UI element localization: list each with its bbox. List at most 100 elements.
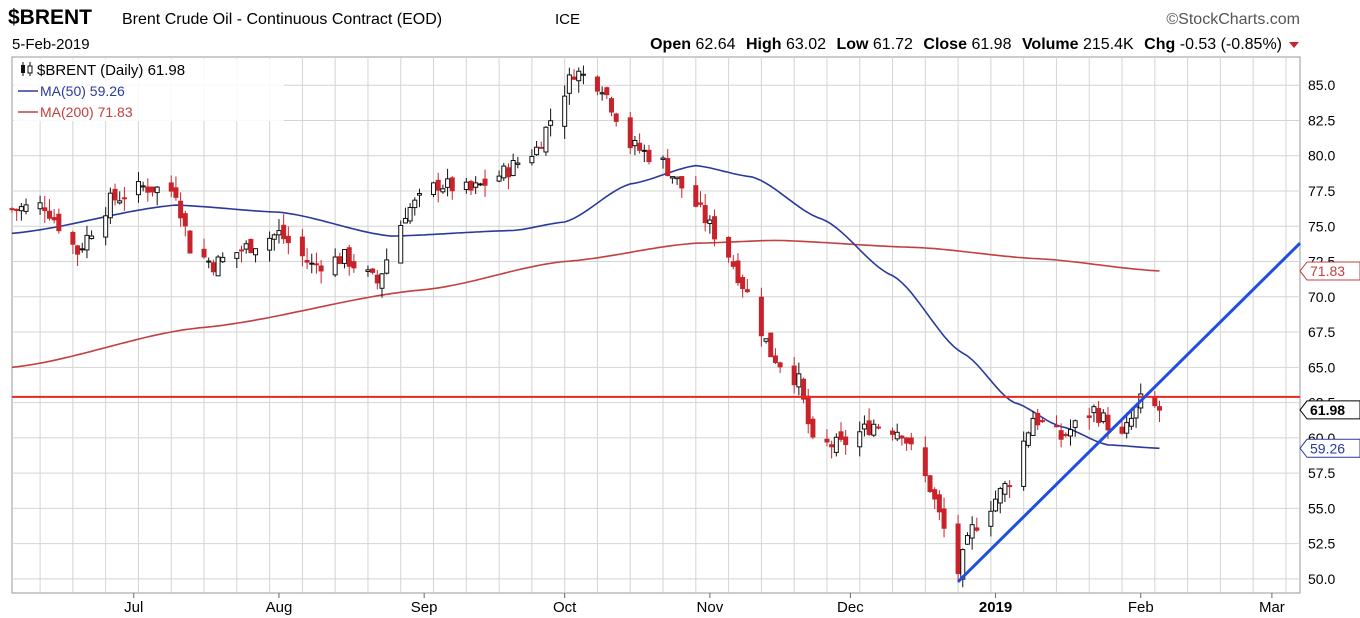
open-label: Open [650, 36, 691, 53]
candle [576, 67, 582, 93]
legend-ma50: MA(50) 59.26 [40, 83, 125, 99]
y-tick-label: 82.5 [1308, 112, 1335, 128]
x-tick-label: Nov [697, 599, 724, 616]
candle [201, 238, 207, 259]
candle [23, 198, 29, 215]
candle [964, 532, 970, 545]
candle [206, 257, 212, 269]
candle [473, 176, 479, 194]
candle [121, 186, 127, 212]
candle [875, 423, 881, 430]
y-tick-label: 65.0 [1308, 359, 1335, 375]
candle [890, 427, 896, 441]
x-tick-label: Dec [837, 599, 864, 616]
candle [318, 260, 324, 284]
candle [1152, 391, 1158, 408]
candle [18, 203, 24, 221]
candle [510, 153, 516, 177]
candle [599, 86, 605, 101]
candle [1002, 480, 1008, 503]
volume-value: 215.4K [1083, 36, 1134, 53]
ma50-end-tag: 59.26 [1299, 438, 1360, 458]
candle [730, 255, 736, 270]
candle [304, 248, 310, 270]
y-tick-label: 50.0 [1308, 571, 1335, 587]
candle [988, 501, 994, 537]
ma50-line [11, 164, 1160, 450]
candle [871, 419, 877, 438]
y-tick-label: 55.0 [1308, 500, 1335, 516]
candle [477, 182, 483, 186]
candle [1072, 419, 1078, 437]
candle [843, 429, 849, 455]
ma200-layer [11, 239, 1160, 369]
candle [379, 273, 385, 298]
candle [267, 231, 273, 262]
candle [103, 207, 109, 246]
candle [56, 208, 62, 234]
candle [154, 185, 160, 206]
legend-ma200: MA(200) 71.83 [40, 104, 133, 120]
candle [580, 65, 586, 85]
candle [1035, 408, 1041, 430]
candle [463, 177, 469, 194]
candle [801, 377, 807, 404]
candle [791, 357, 797, 394]
candle [84, 225, 90, 259]
candle-legend-icon [21, 62, 33, 76]
y-tick-label: 70.0 [1308, 289, 1335, 305]
candle [9, 207, 15, 213]
candle [904, 436, 910, 451]
y-tick-label: 67.5 [1308, 324, 1335, 340]
candle [669, 176, 675, 184]
candle [660, 155, 666, 169]
symbol-title: $BRENT [8, 6, 92, 29]
candle [238, 245, 244, 263]
y-tick-label: 85.0 [1308, 77, 1335, 93]
y-tick-label: 80.0 [1308, 148, 1335, 164]
candle [936, 490, 942, 521]
candle [974, 517, 980, 532]
candle [922, 436, 928, 483]
candle [609, 96, 615, 117]
candle [37, 195, 43, 215]
candle [594, 75, 600, 96]
candle [805, 388, 811, 434]
candle [370, 267, 376, 275]
candle [51, 209, 57, 224]
candle [46, 199, 52, 221]
x-tick-label: Jul [124, 599, 143, 616]
candle [70, 230, 76, 255]
candle [777, 361, 783, 374]
candle [665, 148, 671, 177]
candle [529, 149, 535, 166]
candle [482, 169, 488, 197]
candle [89, 230, 95, 240]
ma50-layer [11, 164, 1160, 450]
candle [1058, 423, 1064, 448]
stockcharts-watermark: ©StockCharts.com [1166, 11, 1300, 28]
candle [1063, 432, 1069, 438]
close-value: 61.98 [971, 36, 1011, 53]
candle [707, 215, 713, 234]
candle [548, 108, 554, 137]
candle [440, 184, 446, 194]
candle [468, 179, 474, 195]
date-label: 5-Feb-2019 [12, 36, 90, 53]
candle [248, 238, 254, 254]
candle [534, 140, 540, 156]
y-tick-label: 57.5 [1308, 465, 1335, 481]
candle [337, 252, 343, 265]
quote-line: Open 62.64 High 63.02 Low 61.72 Close 61… [650, 36, 1282, 53]
candle [215, 254, 221, 277]
svg-text:61.98: 61.98 [1310, 402, 1345, 418]
price-end-tag: 61.98 [1299, 400, 1360, 420]
candle [758, 287, 764, 347]
candle [220, 252, 226, 264]
candle [117, 191, 123, 205]
candle [112, 183, 118, 206]
candle [941, 497, 947, 538]
ma200-end-tag: 71.83 [1299, 261, 1360, 281]
candle [384, 248, 390, 275]
